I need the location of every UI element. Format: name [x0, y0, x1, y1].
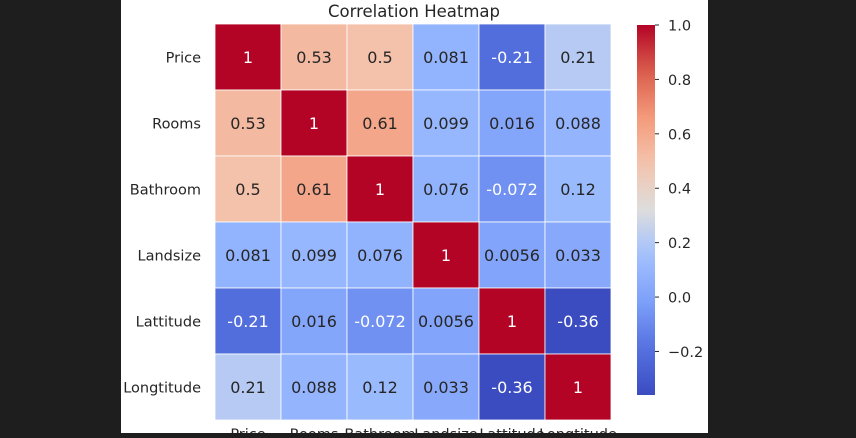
heatmap-cell [412, 89, 480, 157]
heatmap-cell [214, 221, 282, 289]
cell-value-label: 0.081 [423, 48, 469, 67]
heatmap-cell [280, 23, 348, 91]
cell-value-label: 0.5 [235, 180, 260, 199]
heatmap-cell [214, 155, 282, 223]
heatmap-cell [412, 221, 480, 289]
cell-value-label: -0.36 [491, 378, 532, 397]
column-tick-label: Rooms [290, 427, 339, 433]
cell-value-label: 0.016 [489, 114, 535, 133]
colorbar-tick-label: −0.2 [668, 345, 703, 361]
heatmap-cell [214, 353, 282, 421]
cell-value-label: 0.21 [560, 48, 596, 67]
heatmap-cell [412, 155, 480, 223]
heatmap-cell [544, 23, 612, 91]
cell-value-label: -0.072 [486, 180, 538, 199]
cell-value-label: 0.088 [555, 114, 601, 133]
heatmap-cell [544, 353, 612, 421]
heatmap-cell [280, 89, 348, 157]
column-tick-label: Price [230, 427, 265, 433]
cell-value-label: 0.53 [230, 114, 266, 133]
cell-value-label: 1 [573, 378, 583, 397]
cell-value-label: 1 [309, 114, 319, 133]
heatmap-cell [346, 287, 414, 355]
heatmap-cell [346, 23, 414, 91]
heatmap-cell [544, 221, 612, 289]
row-tick-labels: Price Rooms Bathroom Landsize Lattitude Longt… [123, 51, 201, 397]
cell-value-label: 1 [243, 48, 253, 67]
heatmap-cell [280, 221, 348, 289]
cell-value-label: 0.099 [291, 246, 337, 265]
colorbar-gradient [637, 25, 655, 395]
column-tick-label: Bathroom [344, 427, 415, 433]
heatmap-cell [544, 89, 612, 157]
cell-value-label: 0.61 [296, 180, 332, 199]
cell-value-label: 0.016 [291, 312, 337, 331]
heatmap-cells [214, 23, 612, 421]
heatmap-cell [478, 221, 546, 289]
heatmap-cell [346, 221, 414, 289]
colorbar-tick-label: 0.0 [668, 291, 691, 307]
row-tick-label: Landsize [138, 249, 202, 265]
cell-value-label: 0.61 [362, 114, 398, 133]
heatmap-cell [214, 287, 282, 355]
heatmap-cell [478, 155, 546, 223]
heatmap-cell [544, 287, 612, 355]
cell-value-label: 0.53 [296, 48, 332, 67]
row-tick-label: Longtitude [123, 381, 201, 397]
cell-value-label: -0.21 [491, 48, 532, 67]
cell-value-label: 0.099 [423, 114, 469, 133]
colorbar-tick-label: 0.8 [668, 73, 691, 89]
heatmap-cell [478, 287, 546, 355]
correlation-heatmap: Correlation Heatmap 1 0.53 0.5 0.081 -0.21 0.… [123, 2, 703, 438]
heatmap-cell [412, 287, 480, 355]
heatmap-cell [280, 155, 348, 223]
heatmap-cell [412, 353, 480, 421]
cell-value-label: 0.21 [230, 378, 266, 397]
row-tick-label: Rooms [152, 117, 201, 133]
row-tick-label: Lattitude [136, 315, 201, 331]
cell-value-label: 0.0056 [484, 246, 540, 265]
colorbar-tick-label: 0.6 [668, 127, 691, 143]
colorbar: 1.0 0.8 0.6 0.4 0.2 0.0 −0.2 [637, 19, 703, 395]
row-tick-label: Bathroom [130, 183, 201, 199]
cell-value-label: 0.033 [555, 246, 601, 265]
cell-value-label: 0.0056 [418, 312, 474, 331]
heatmap-cell [412, 23, 480, 91]
cell-value-label: 0.076 [357, 246, 403, 265]
cell-value-label: 0.12 [560, 180, 596, 199]
heatmap-cell [214, 23, 282, 91]
cell-value-label: 0.12 [362, 378, 398, 397]
colorbar-tick-label: 1.0 [668, 19, 691, 35]
cell-value-label: -0.36 [557, 312, 598, 331]
column-tick-labels: Price Rooms BathroomLandsizeLattitudeLongt… [230, 427, 617, 438]
cell-value-label: 1 [375, 180, 385, 199]
colorbar-tick-label: 0.4 [668, 182, 691, 198]
column-tick-label: Lattitude [479, 427, 544, 433]
heatmap-cell-labels: 1 0.53 0.5 0.081 -0.21 0.21 0.53 1 0.61 0.099 0.01… [225, 48, 601, 397]
figure: Correlation Heatmap 1 0.53 0.5 0.081 -0.21 0.… [121, 0, 708, 438]
column-tick-label: Landsize [414, 427, 478, 433]
cell-value-label: 0.088 [291, 378, 337, 397]
cell-value-label: 0.076 [423, 180, 469, 199]
cell-value-label: -0.072 [354, 312, 406, 331]
heatmap-cell [478, 23, 546, 91]
cell-value-label: -0.21 [227, 312, 268, 331]
column-tick-label: Longtitude [539, 427, 617, 433]
cell-value-label: 0.081 [225, 246, 271, 265]
cell-value-label: 1 [441, 246, 451, 265]
cell-value-label: 1 [507, 312, 517, 331]
heatmap-cell [478, 353, 546, 421]
heatmap-cell [544, 155, 612, 223]
chart-title: Correlation Heatmap [328, 2, 500, 21]
cell-value-label: 0.033 [423, 378, 469, 397]
colorbar-tick-label: 0.2 [668, 236, 691, 252]
cell-value-label: 0.5 [367, 48, 392, 67]
row-tick-label: Price [166, 51, 201, 67]
